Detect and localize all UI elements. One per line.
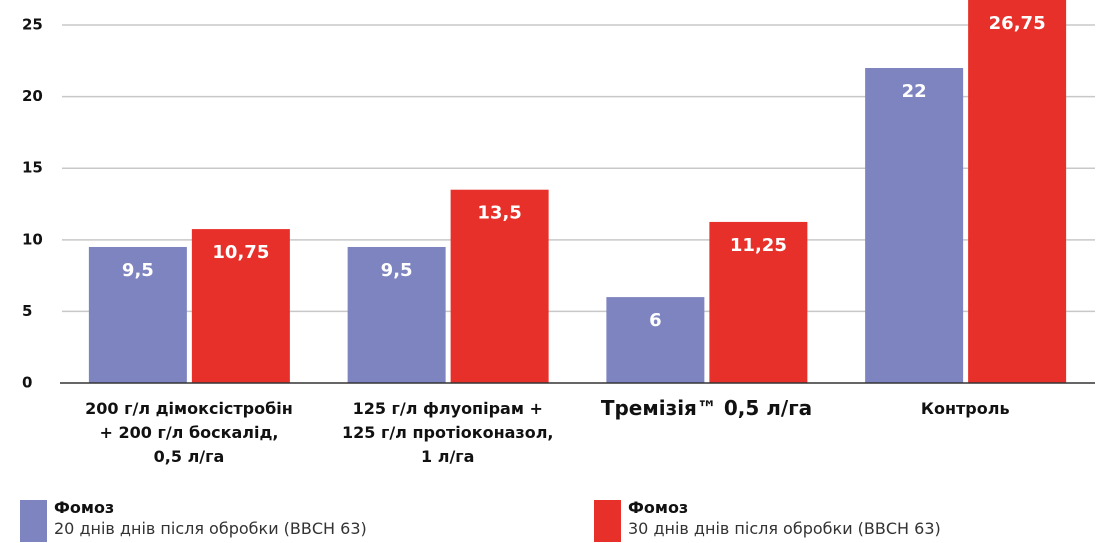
bar [606,297,705,383]
value-label: 9,5 [122,260,154,281]
bar [709,221,808,383]
value-label: 13,5 [477,203,521,224]
legend-name: Фомоз [54,498,115,517]
x-tick-label: Тремізія™ 0,5 л/га [600,396,813,420]
y-tick-label: 5 [22,302,32,320]
y-tick-label: 15 [22,159,43,177]
value-label: 6 [649,310,662,331]
legend-swatch [20,500,47,542]
y-tick-label: 0 [22,374,32,392]
value-label: 26,75 [989,13,1046,34]
legend-description: 20 днів днів після обробки (ВВСН 63) [54,519,367,538]
y-tick-label: 25 [22,16,43,34]
x-tick-label: Контроль [920,399,1010,418]
legend-name: Фомоз [628,498,689,517]
x-tick-label: 125 г/л флуопірам + 125 г/л протіоконазо… [342,399,554,466]
x-tick-label: 200 г/л дімоксістробін + 200 г/л боскалі… [85,399,293,466]
bar [88,246,187,383]
bar [450,189,549,383]
value-label: 11,25 [730,235,787,256]
value-label: 9,5 [381,260,413,281]
bar [865,68,964,384]
bar [347,246,446,383]
bar [191,229,290,383]
legend-swatch [594,500,621,542]
legend-description: 30 днів днів після обробки (ВВСН 63) [628,519,941,538]
value-label: 22 [902,81,927,102]
bar [968,0,1067,383]
y-tick-label: 20 [22,87,43,105]
value-label: 10,75 [212,242,269,263]
y-tick-label: 10 [22,230,43,248]
